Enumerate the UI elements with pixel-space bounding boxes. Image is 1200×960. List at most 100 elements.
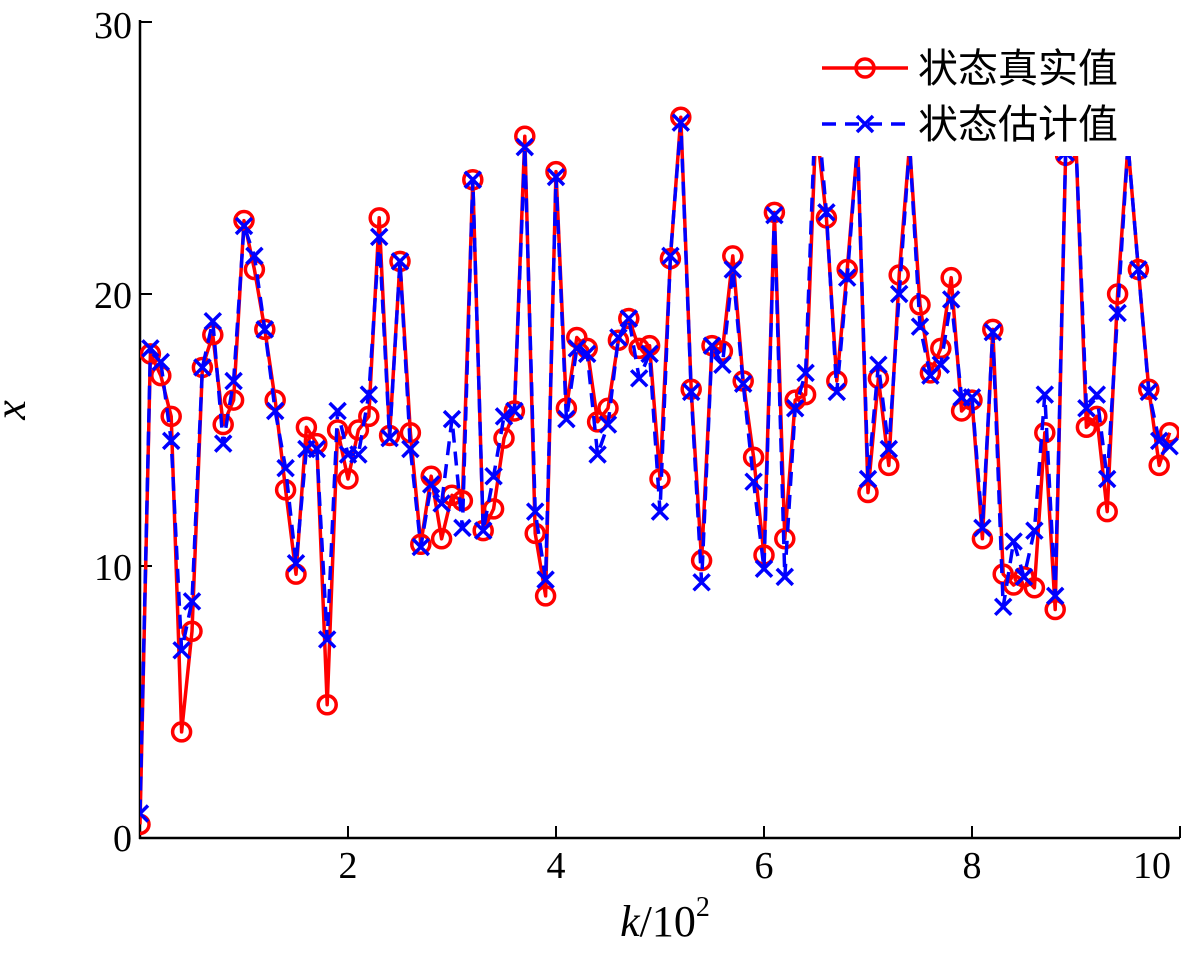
y-tick-label: 10 [94,547,132,589]
data-point [1014,567,1034,587]
data-point [193,358,212,377]
data-point [245,246,264,266]
legend-entry-estimate: 状态估计值 [822,102,1118,148]
data-point [546,167,566,187]
data-point [1025,521,1044,540]
data-point [1034,421,1056,444]
data-point [442,409,462,429]
data-point [473,521,493,540]
legend-entry-true: 状态真实值 [822,46,1118,92]
data-point [827,382,847,402]
data-point [380,428,399,448]
data-point [347,419,370,441]
data-point [328,401,347,421]
data-point [962,388,982,407]
data-point [317,630,337,649]
series-line [140,90,1171,814]
data-point [1149,431,1169,451]
x-tick-label: 10 [1133,845,1171,887]
data-point [619,309,639,328]
data-point [1139,382,1159,402]
x-tick-label: 4 [547,845,566,887]
data-point [744,472,763,491]
data-point [410,533,432,555]
data-point [255,320,275,339]
data-point [879,439,899,459]
data-point [390,252,410,271]
data-point [837,268,857,287]
data-point [515,137,535,157]
data-point [286,554,306,573]
data-point [222,389,245,411]
data-point [588,445,607,464]
data-point [536,570,555,589]
legend-label-estimate: 状态估计值 [918,102,1118,148]
data-point [141,339,160,358]
data-point [993,597,1013,617]
data-point [858,469,878,489]
data-point [774,528,796,550]
data-point [661,246,680,266]
data-point [482,498,505,520]
data-point [629,369,649,388]
data-point [671,113,691,132]
data-point [140,813,151,836]
data-point [493,427,515,449]
data-point [453,518,472,538]
data-point [430,528,453,550]
data-point [754,559,774,578]
data-point [368,207,390,229]
data-point [1129,260,1148,279]
data-point [151,352,171,372]
y-tick-label: 0 [113,818,132,860]
data-point [234,216,254,236]
data-point [181,620,203,643]
x-tick-labels: 2 4 6 8 10 [339,845,1172,887]
data-point [692,573,711,592]
data-point [524,522,546,545]
data-point [889,284,909,304]
data-point [411,537,431,557]
data-point [796,363,815,383]
data-point [1045,586,1065,606]
data-point [1023,577,1046,599]
data-point [931,355,951,374]
series-layer [140,83,1179,836]
legend-marker-circle [854,57,876,79]
data-point [358,405,380,428]
data-point [941,290,961,309]
data-point [973,518,992,538]
legend-marker-x [855,114,875,134]
data-point [316,693,338,716]
data-point [733,374,753,393]
data-point [525,502,545,521]
x-tick-label: 2 [339,845,358,887]
data-point [857,481,879,504]
data-point [534,585,557,607]
data-point [1004,532,1023,551]
data-point [598,415,618,434]
data-point [722,245,744,267]
y-axis-label: x [0,400,35,421]
x-tick-label: 6 [755,845,774,887]
data-point [1035,385,1055,404]
data-point [794,383,817,406]
data-point [1108,303,1127,323]
data-point [723,260,743,279]
data-point [765,205,784,225]
data-point [307,439,327,459]
data-point [1138,378,1160,400]
data-point [1077,399,1096,418]
data-point [557,409,576,429]
legend: 状态真实值 状态估计值 [805,44,1177,156]
data-point [702,336,722,355]
data-point [494,407,514,426]
data-point [878,454,900,477]
data-point [817,203,836,222]
data-point [213,434,233,453]
y-tick-labels: 0 10 20 30 [94,5,132,860]
data-point [681,382,701,402]
data-point [1044,598,1066,621]
data-point [909,294,931,316]
